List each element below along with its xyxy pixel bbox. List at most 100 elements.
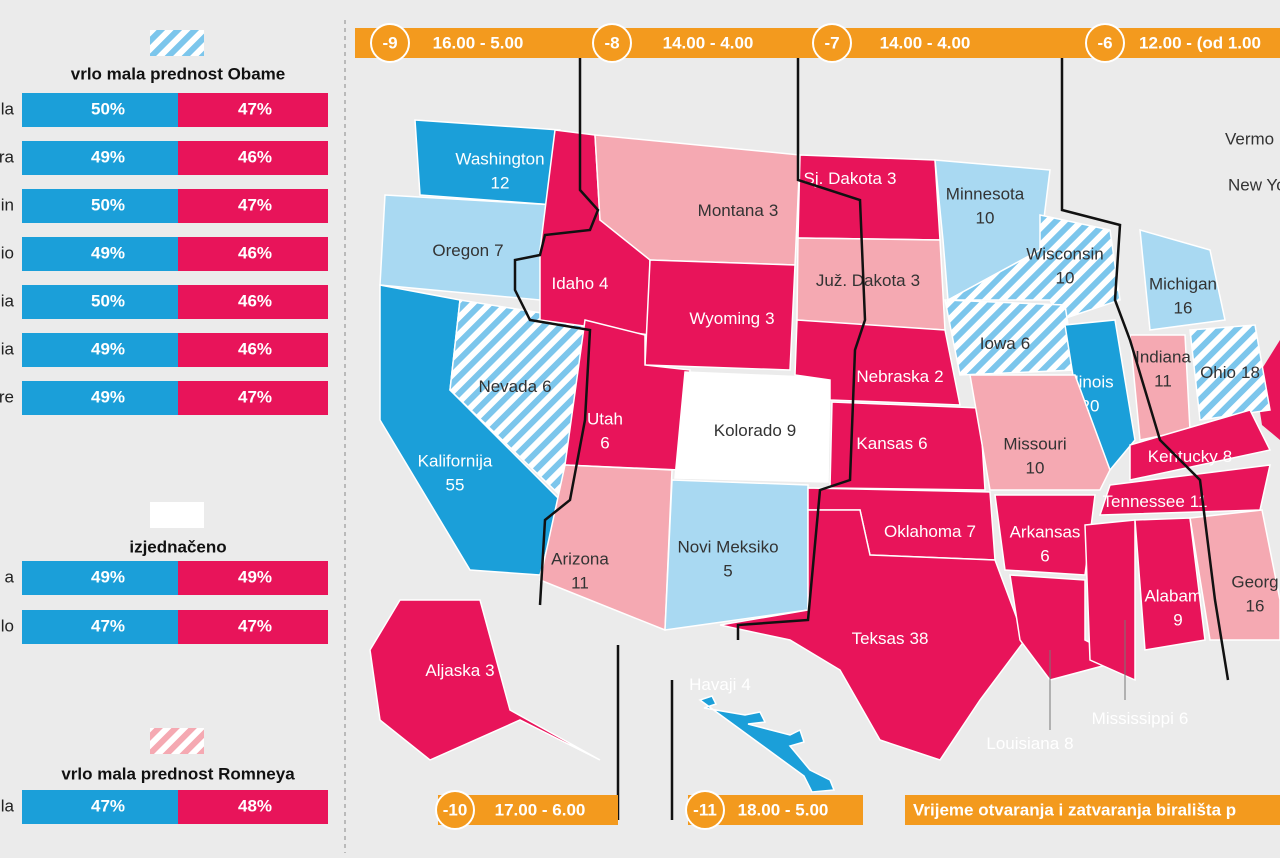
state-votes: 12 (491, 173, 510, 192)
state-votes: 4 (741, 675, 750, 694)
romney-share: 47% (238, 387, 272, 406)
obama-share: 49% (91, 567, 125, 586)
obama-bar (22, 790, 178, 824)
zone-offset: -7 (824, 33, 839, 52)
obama-share: 47% (91, 616, 125, 635)
state-label: Juž. Dakota 3 (816, 271, 920, 290)
state-name: Wyoming (689, 309, 760, 328)
state (1084, 519, 1136, 682)
romney-share: 48% (238, 796, 272, 815)
state (794, 319, 961, 406)
state (644, 259, 796, 371)
state-name: Iowa (980, 334, 1016, 353)
zone-offset: -8 (604, 33, 619, 52)
zone-offset: -10 (443, 800, 468, 819)
zone-hours: 16.00 - 5.00 (433, 33, 524, 52)
state-votes: 6 (1179, 709, 1188, 728)
state-name: Alabama (1144, 586, 1212, 605)
state-votes: 10 (1056, 268, 1075, 287)
obama-bar (22, 237, 178, 271)
state-label: Nevada 6 (478, 377, 551, 396)
state-votes: 7 (494, 241, 503, 260)
state-name: Tennessee (1103, 492, 1185, 511)
obama-bar (22, 93, 178, 127)
state-name: Arizona (551, 549, 609, 568)
zone-border (513, 45, 600, 606)
romney-share: 46% (238, 243, 272, 262)
state-name: Havaji (689, 675, 736, 694)
state-extra: New Yo (1228, 175, 1280, 194)
romney-bar (178, 790, 328, 824)
legend-swatch (150, 502, 204, 528)
state (1189, 509, 1280, 641)
time-zones: -9 16.00 - 5.00 -8 14.00 - 4.00 -7 14.00 - 4.… (355, 23, 1280, 830)
state (829, 401, 986, 491)
state-label: Kentucky 8 (1148, 447, 1232, 466)
romney-share: 47% (238, 195, 272, 214)
obama-share: 50% (91, 99, 125, 118)
romney-bar (178, 285, 328, 319)
state-votes: 6 (542, 377, 551, 396)
state-votes: 3 (485, 661, 494, 680)
state (539, 464, 673, 632)
state-name: Wisconsin (1026, 244, 1103, 263)
zone-hours: 12.00 - (od 1.00 (1139, 33, 1261, 52)
zone-badge (370, 23, 410, 63)
state (674, 371, 831, 483)
romney-share: 47% (238, 616, 272, 635)
state-name: Mississippi (1092, 709, 1174, 728)
state-name: Oklahoma (884, 522, 962, 541)
state-votes: 9 (1173, 610, 1182, 629)
zone-border (736, 45, 867, 640)
state-label: Kansas 6 (856, 434, 927, 453)
zone-offset: -9 (382, 33, 397, 52)
state-label: Sj. Dakota 3 (804, 169, 897, 188)
obama-bar (22, 189, 178, 223)
romney-bar (178, 237, 328, 271)
state-votes: 3 (769, 201, 778, 220)
state-label: Teksas 38 (852, 629, 929, 648)
state-name: Oregon (432, 241, 489, 260)
romney-share: 49% (238, 567, 272, 586)
state (1139, 228, 1226, 331)
state-name: Minnesota (946, 184, 1025, 203)
zone-hours: 14.00 - 4.00 (880, 33, 971, 52)
row-label: re (0, 387, 14, 406)
state-votes: 16 (1246, 596, 1265, 615)
state-name: Indiana (1135, 347, 1191, 366)
state-label: Havaji 4 (689, 675, 751, 694)
row-label: ia (1, 339, 15, 358)
obama-bar (22, 381, 178, 415)
legend-title: vrlo mala prednost Obame (71, 64, 285, 83)
zone-badge (592, 23, 632, 63)
zone-badge (435, 790, 475, 830)
obama-share: 50% (91, 291, 125, 310)
obama-share: 49% (91, 243, 125, 262)
zone-border (1060, 50, 1230, 681)
state-label: Aljaska 3 (425, 661, 494, 680)
state (1129, 409, 1272, 481)
state-extra: Vermo (1225, 129, 1274, 148)
state-name: Nebraska (856, 367, 929, 386)
state-votes: 6 (1040, 546, 1049, 565)
state-label: Wyoming 3 (689, 309, 774, 328)
state-name: Kolorado (714, 421, 782, 440)
state-votes: 8 (1064, 734, 1073, 753)
romney-bar (178, 141, 328, 175)
state-name: Michigan (1149, 274, 1217, 293)
legend-swatch (150, 30, 204, 56)
state (719, 509, 1026, 761)
zone-offset: -11 (693, 800, 717, 819)
romney-share: 46% (238, 339, 272, 358)
state (369, 599, 601, 761)
romney-share: 46% (238, 291, 272, 310)
state-label: Louisiana 8 (986, 734, 1073, 753)
state-label: Idaho 4 (551, 274, 608, 293)
romney-bar (178, 381, 328, 415)
obama-share: 49% (91, 147, 125, 166)
obama-bar (22, 333, 178, 367)
state-label: Nebraska 2 (856, 367, 943, 386)
legend-swatch (150, 728, 204, 754)
romney-bar (178, 333, 328, 367)
